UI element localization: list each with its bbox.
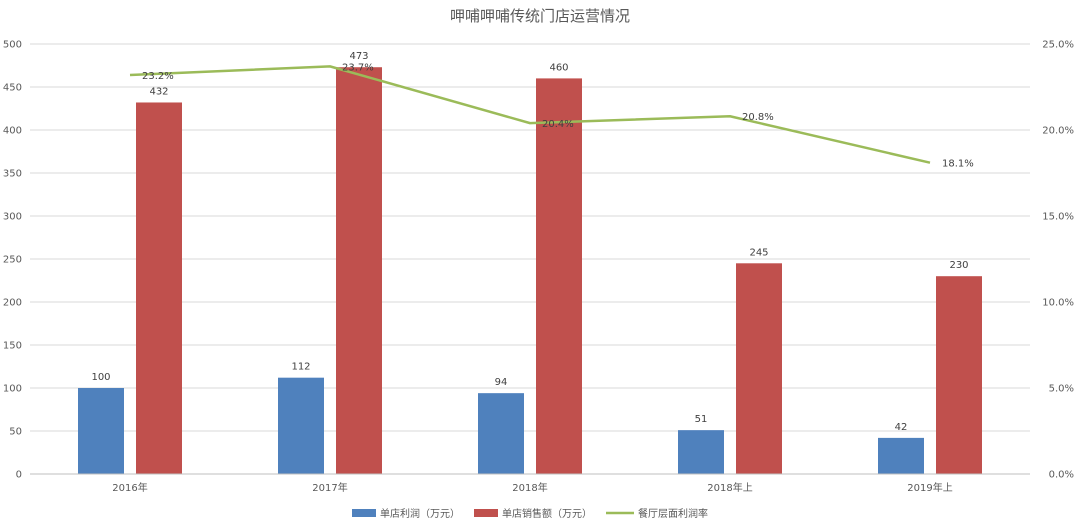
bar-sales [136, 102, 182, 474]
bar-sales [536, 78, 582, 475]
y-right-tick-label: 25.0% [1042, 40, 1074, 51]
left-axis: 0 50 100 150 200 250 300 350 400 450 500 [3, 40, 22, 481]
y-left-tick-label: 400 [3, 126, 22, 137]
bar-sales [936, 276, 982, 474]
y-right-tick-label: 10.0% [1042, 298, 1074, 309]
line-data-label: 20.4% [542, 119, 574, 130]
y-right-tick-label: 15.0% [1042, 212, 1074, 223]
bar-profit [278, 377, 324, 474]
x-tick-label: 2019年上 [907, 481, 952, 494]
bar-data-label: 245 [749, 247, 768, 258]
bars [78, 67, 982, 475]
y-left-tick-label: 250 [3, 255, 22, 266]
x-tick-label: 2018年上 [707, 481, 752, 494]
y-left-tick-label: 200 [3, 298, 22, 309]
y-left-tick-label: 100 [3, 384, 22, 395]
bar-profit [478, 393, 524, 474]
gridlines [30, 43, 1030, 475]
legend: 单店利润（万元） 单店销售额（万元） 餐厅层面利润率 [352, 507, 708, 520]
bar-data-label: 460 [549, 62, 568, 73]
legend-label: 单店利润（万元） [380, 507, 460, 520]
y-left-tick-label: 0 [16, 470, 22, 481]
line-data-label: 23.7% [342, 62, 374, 73]
line-data-label: 23.2% [142, 71, 174, 82]
y-left-tick-label: 350 [3, 169, 22, 180]
bar-profit [878, 437, 924, 474]
bar-data-label: 42 [895, 422, 908, 433]
line-data-label: 18.1% [942, 159, 974, 170]
bar-data-label: 432 [149, 86, 168, 97]
y-right-tick-label: 0.0% [1049, 470, 1074, 481]
bar-data-label: 473 [349, 51, 368, 62]
bar-sales [336, 67, 382, 474]
y-right-tick-label: 5.0% [1049, 384, 1074, 395]
bar-profit [678, 430, 724, 474]
bar-data-label: 94 [495, 377, 508, 388]
right-axis: 0.0% 5.0% 10.0% 15.0% 20.0% 25.0% [1042, 40, 1074, 481]
chart-title: 呷哺呷哺传统门店运营情况 [450, 7, 630, 25]
margin-line [129, 65, 931, 164]
data-labels: 100 112 94 51 42 432 473 460 245 230 23.2% 23.7% 20.… [91, 51, 973, 433]
bar-profit [78, 388, 124, 474]
y-left-tick-label: 50 [9, 427, 22, 438]
bar-data-label: 230 [949, 260, 968, 271]
bar-data-label: 100 [91, 372, 110, 383]
x-tick-label: 2017年 [312, 481, 347, 494]
y-left-tick-label: 300 [3, 212, 22, 223]
line-data-label: 20.8% [742, 112, 774, 123]
x-axis: 2016年 2017年 2018年 2018年上 2019年上 [30, 473, 1030, 494]
y-left-tick-label: 500 [3, 40, 22, 51]
legend-label: 单店销售额（万元） [502, 507, 592, 520]
y-left-tick-label: 150 [3, 341, 22, 352]
bar-sales [736, 263, 782, 474]
legend-bar-swatch [474, 509, 498, 517]
line-series [129, 65, 931, 164]
bar-data-label: 51 [695, 414, 708, 425]
x-tick-label: 2018年 [512, 481, 547, 494]
bar-data-label: 112 [291, 362, 310, 373]
x-tick-label: 2016年 [112, 481, 147, 494]
legend-label: 餐厅层面利润率 [638, 507, 708, 520]
legend-bar-swatch [352, 509, 376, 517]
y-left-tick-label: 450 [3, 83, 22, 94]
y-right-tick-label: 20.0% [1042, 126, 1074, 137]
